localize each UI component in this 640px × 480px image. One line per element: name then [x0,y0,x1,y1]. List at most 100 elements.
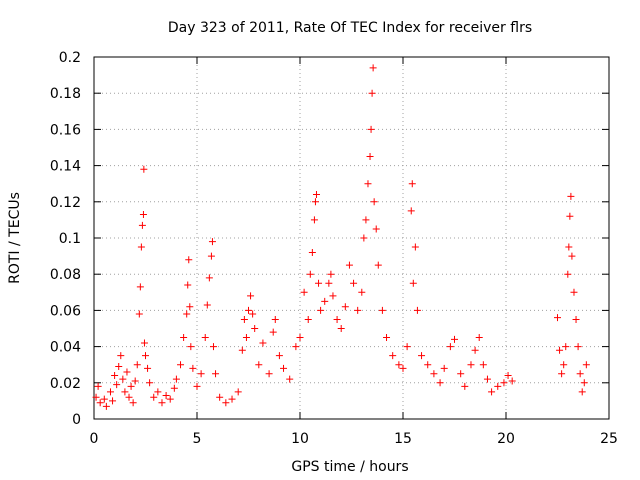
data-point [139,210,147,218]
data-point [189,364,197,372]
data-point [255,361,263,369]
plot-frame [93,56,610,420]
data-point [565,243,573,251]
data-point [251,325,259,332]
data-point [360,234,368,242]
y-axis: 0 0.02 0.04 0.06 0.08 0.1 0.12 0.14 0.16 0.18 0.2 [50,50,609,428]
data-point [172,375,180,383]
data-point [315,279,323,287]
data-point [242,334,250,342]
data-point [562,343,570,351]
data-point [113,381,121,389]
data-point [119,375,127,383]
data-point [249,310,257,318]
data-point [329,292,337,300]
data-point [418,352,426,360]
data-point [177,361,185,369]
data-point [162,391,170,399]
y-tick-label: 0.14 [50,159,81,175]
data-point [144,364,152,372]
data-point [185,256,193,264]
data-point [578,388,586,396]
data-point [500,379,508,387]
data-point [304,315,312,323]
data-point [337,325,345,332]
data-point [207,252,215,260]
y-tick-label: 0.18 [50,86,81,102]
data-point [212,370,220,378]
data-point [354,306,362,314]
y-tick-label: 0.2 [59,50,81,66]
data-point [300,288,308,296]
y-tick-label: 0.06 [50,303,81,319]
data-point [234,388,242,396]
data-point [362,216,370,224]
data-point [187,343,195,351]
x-tick-label: 10 [291,431,309,447]
y-axis-label: ROTI / TECUs [7,192,23,284]
data-point [436,379,444,387]
data-point [475,334,483,342]
data-point [184,281,192,289]
data-point [483,375,491,383]
data-point [271,315,279,323]
data-point [560,361,568,369]
data-point [117,352,125,360]
data-point [554,314,561,322]
data-point [479,361,487,369]
data-point [121,388,129,396]
data-point [158,399,166,407]
data-point [111,372,119,380]
data-point [245,306,252,314]
data-point [430,370,438,378]
x-tick-label: 20 [497,431,515,447]
data-point [399,364,407,372]
data-point [457,370,465,378]
data-point [568,252,576,260]
data-point [321,297,329,305]
data-point [138,221,146,229]
data-point [292,343,300,351]
data-point [205,274,213,282]
data-point [228,395,236,403]
data-point [123,368,131,376]
data-point [183,310,191,318]
data-point [306,270,314,278]
data-point [389,352,397,360]
data-point [238,346,246,354]
data-point [504,372,512,380]
data-point [395,361,403,369]
data-point [567,192,575,200]
data-point [556,346,564,354]
data-point [100,395,108,403]
data-point [216,393,224,401]
x-tick-label: 5 [193,431,202,447]
data-point [488,388,496,396]
data-point [580,379,588,387]
data-point [201,334,209,342]
data-point [325,279,333,287]
data-point [127,382,135,390]
data-point [471,346,479,354]
data-point [135,310,143,318]
data-point [408,180,416,188]
data-point [446,343,454,351]
data-point [311,198,319,206]
data-point [136,283,144,291]
y-tick-label: 0.1 [59,231,81,247]
data-point [166,395,174,403]
data-point [209,343,217,351]
data-point [370,198,378,206]
data-point [106,388,114,396]
y-tick-label: 0.16 [50,122,81,138]
data-points [92,64,590,410]
x-axis: 0 5 10 15 20 25 [90,57,618,447]
data-point [369,64,377,72]
data-point [378,306,386,314]
data-point [358,288,366,296]
y-tick-label: 0.04 [50,340,81,356]
data-point [137,243,145,251]
data-point [109,397,117,405]
data-point [582,361,590,369]
